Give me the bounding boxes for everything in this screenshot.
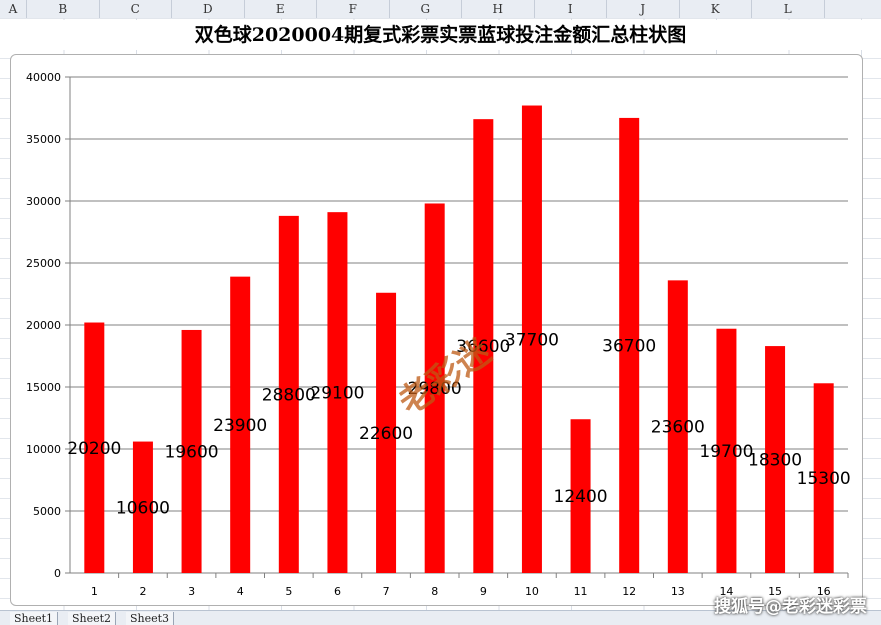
y-tick-label: 35000 — [26, 133, 61, 146]
bar-13[interactable] — [667, 280, 688, 573]
bar-16[interactable] — [813, 383, 834, 573]
data-label: 23600 — [651, 418, 705, 438]
data-label: 28800 — [262, 385, 316, 405]
bar-15[interactable] — [765, 346, 786, 573]
bar-3[interactable] — [181, 329, 202, 573]
data-label: 12400 — [554, 487, 608, 507]
sheet-tab-1[interactable]: Sheet1 — [10, 612, 59, 625]
bar-7[interactable] — [376, 292, 397, 573]
x-tick-label: 14 — [719, 585, 733, 598]
watermark-text: 搜狐号@老彩迷彩票 — [714, 597, 867, 617]
sheet-tab-3[interactable]: Sheet3 — [126, 612, 175, 625]
sheet-tab-bar: Sheet1 Sheet2 Sheet3 — [0, 610, 881, 625]
bar-4[interactable] — [230, 276, 251, 573]
bar-9[interactable] — [473, 119, 494, 573]
x-tick-label: 3 — [188, 585, 195, 598]
data-label: 19700 — [699, 442, 753, 462]
data-label: 29800 — [408, 379, 462, 399]
x-tick-label: 11 — [574, 585, 588, 598]
x-tick-label: 10 — [525, 585, 539, 598]
x-tick-label: 16 — [817, 585, 831, 598]
bar-6[interactable] — [327, 212, 348, 573]
bar-5[interactable] — [278, 215, 299, 573]
x-tick-label: 7 — [383, 585, 390, 598]
bar-8[interactable] — [424, 203, 445, 574]
data-label: 20200 — [67, 439, 121, 459]
bar-14[interactable] — [716, 328, 737, 573]
y-tick-label: 10000 — [26, 443, 61, 456]
data-label: 19600 — [165, 442, 219, 462]
column-header-d[interactable]: D — [172, 0, 245, 18]
data-label: 22600 — [359, 424, 413, 444]
bar-10[interactable] — [521, 105, 542, 574]
column-header-i[interactable]: I — [535, 0, 607, 18]
column-header-f[interactable]: F — [317, 0, 390, 18]
column-header-k[interactable]: K — [680, 0, 752, 18]
x-tick-label: 9 — [480, 585, 487, 598]
x-tick-label: 13 — [671, 585, 685, 598]
bar-1[interactable] — [84, 322, 105, 573]
x-tick-label: 8 — [431, 585, 438, 598]
data-label: 37700 — [505, 330, 559, 350]
bar-chart: 0 5000 10000 15000 20000 25000 30000 35000 40000… — [26, 71, 851, 598]
bar-11[interactable] — [570, 419, 591, 573]
x-tick-label: 2 — [139, 585, 146, 598]
data-label: 36600 — [456, 337, 510, 357]
data-label: 10600 — [116, 498, 170, 518]
chart-title: 双色球2020004期复式彩票实票蓝球投注金额汇总柱状图 — [0, 20, 881, 50]
x-tick-label: 1 — [91, 585, 98, 598]
column-header-e[interactable]: E — [245, 0, 317, 18]
column-header-b[interactable]: B — [27, 0, 100, 18]
bar-2[interactable] — [132, 441, 153, 573]
x-tick-label: 6 — [334, 585, 341, 598]
y-tick-label: 30000 — [26, 195, 61, 208]
y-tick-label: 0 — [54, 567, 61, 580]
y-tick-label: 5000 — [33, 505, 61, 518]
column-header-l[interactable]: L — [752, 0, 825, 18]
column-header-c[interactable]: C — [100, 0, 172, 18]
y-tick-label: 40000 — [26, 71, 61, 84]
x-tick-label: 15 — [768, 585, 782, 598]
x-tick-label: 5 — [285, 585, 292, 598]
x-tick-label: 4 — [237, 585, 244, 598]
data-label: 18300 — [748, 451, 802, 471]
data-label: 36700 — [602, 336, 656, 356]
bar-12[interactable] — [619, 117, 640, 574]
sheet-tab-2[interactable]: Sheet2 — [68, 612, 117, 625]
data-label: 23900 — [213, 416, 267, 436]
x-tick-label: 12 — [622, 585, 636, 598]
column-header-a[interactable]: A — [0, 0, 27, 18]
data-label: 15300 — [797, 469, 851, 489]
y-tick-label: 20000 — [26, 319, 61, 332]
y-tick-label: 25000 — [26, 257, 61, 270]
y-tick-label: 15000 — [26, 381, 61, 394]
data-label: 29100 — [310, 384, 364, 404]
column-header-h[interactable]: H — [462, 0, 535, 18]
column-header-j[interactable]: J — [607, 0, 680, 18]
column-header-g[interactable]: G — [390, 0, 462, 18]
